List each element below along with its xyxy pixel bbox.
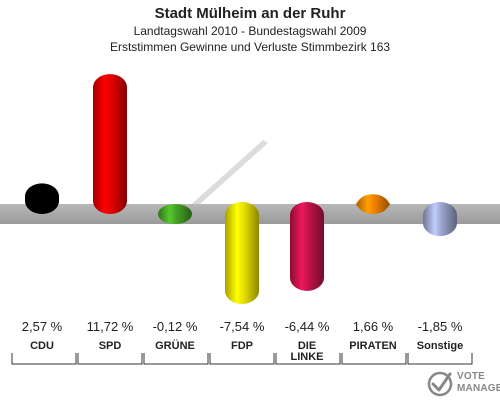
value-label: -7,54 %: [220, 319, 265, 334]
bar-fdp: [225, 202, 259, 304]
baseline-shadow: [185, 140, 268, 213]
bar-grüne: [158, 204, 192, 224]
value-label: 1,66 %: [353, 319, 394, 334]
bar-piraten: [356, 194, 390, 214]
category-bracket: [77, 353, 143, 365]
chart-subtitle-2: Erststimmen Gewinne und Verluste Stimmbe…: [109, 40, 391, 54]
value-label: -6,44 %: [285, 319, 330, 334]
category-bracket: [341, 353, 407, 365]
category-label: PIRATEN: [349, 340, 397, 352]
category-label: CDU: [30, 340, 54, 352]
checkmark-icon: [427, 371, 453, 397]
value-label: -1,85 %: [418, 319, 463, 334]
category-label: SPD: [99, 340, 122, 352]
category-label: FDP: [231, 340, 253, 352]
category-bracket: [275, 353, 341, 365]
category-label: Sonstige: [417, 340, 463, 352]
category-label: LINKE: [291, 351, 324, 363]
category-label: GRÜNE: [155, 339, 195, 352]
bar-die-linke: [290, 202, 324, 291]
value-label: 11,72 %: [87, 319, 134, 334]
bar-sonstige: [423, 202, 457, 237]
logo-line-1: VOTE: [457, 371, 486, 382]
bar-spd: [93, 74, 127, 214]
vote-manager-logo: [427, 371, 453, 397]
value-label: 2,57 %: [22, 319, 63, 334]
category-bracket: [143, 353, 209, 365]
chart-title: Stadt Mülheim an der Ruhr: [154, 5, 346, 22]
category-bracket: [407, 353, 473, 365]
bar-cdu: [25, 183, 59, 214]
value-label: -0,12 %: [153, 319, 198, 334]
category-label: DIE: [298, 340, 316, 352]
chart-subtitle-1: Landtagswahl 2010 - Bundestagswahl 2009: [133, 24, 367, 38]
logo-line-2: MANAGER: [457, 383, 500, 394]
category-bracket: [11, 353, 77, 365]
category-bracket: [209, 353, 275, 365]
